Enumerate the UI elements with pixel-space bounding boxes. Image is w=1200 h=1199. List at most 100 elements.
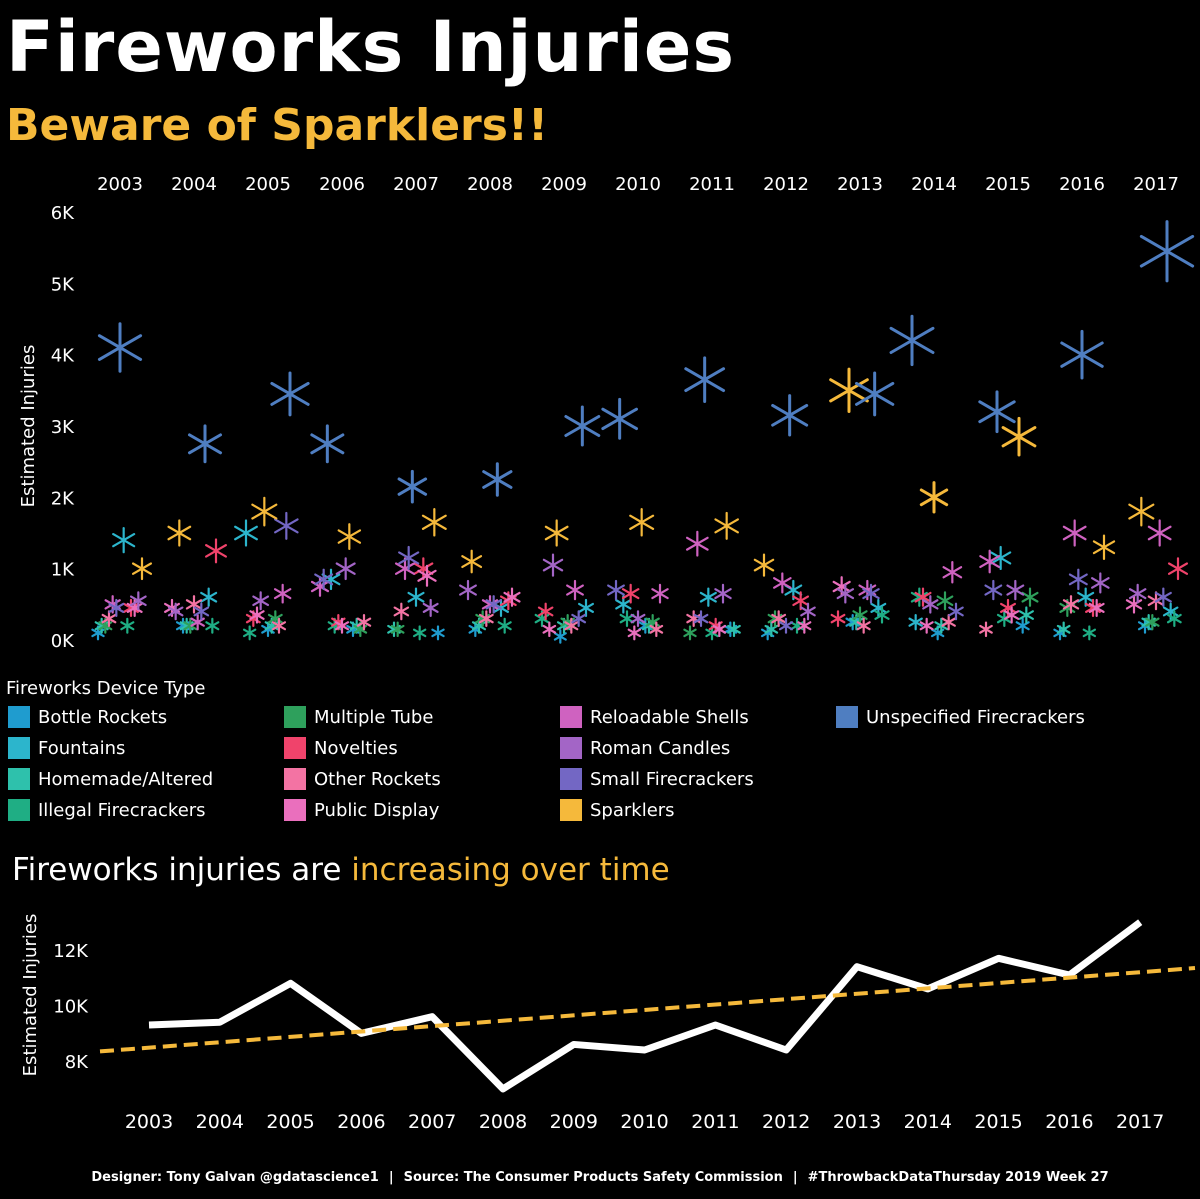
scatter-point <box>564 405 601 447</box>
page-subtitle: Beware of Sparklers!! <box>6 100 549 151</box>
scatter-point <box>234 519 258 547</box>
scatter-point <box>1062 595 1080 614</box>
scatter-y-tick-label: 0K <box>51 631 75 652</box>
legend-swatch <box>284 737 306 759</box>
scatter-point <box>564 617 579 634</box>
scatter-point <box>978 390 1016 434</box>
scatter-point <box>1128 583 1147 604</box>
scatter-y-axis-label: Estimated Injuries <box>18 345 39 508</box>
legend-swatch <box>284 799 306 821</box>
legend-item: Sparklers <box>560 797 675 823</box>
legend-swatch <box>284 768 306 790</box>
scatter-point <box>789 617 805 634</box>
scatter-point <box>862 583 880 604</box>
scatter-point <box>889 314 935 367</box>
scatter-point <box>1006 579 1025 601</box>
line-x-tick-label: 2015 <box>974 1111 1022 1133</box>
scatter-point <box>398 545 420 571</box>
scatter-point <box>699 587 717 607</box>
scatter-point <box>167 602 184 621</box>
scatter-point <box>1001 416 1037 457</box>
scatter-point <box>630 610 646 628</box>
legend-swatch <box>284 706 306 728</box>
scatter-point <box>1145 613 1160 631</box>
injuries-line <box>148 919 1143 1093</box>
scatter-point <box>205 617 220 634</box>
scatter-point <box>187 424 223 464</box>
legend-label: Small Firecrackers <box>590 768 754 790</box>
legend-item: Other Rockets <box>284 766 441 792</box>
legend-item: Public Display <box>284 797 439 823</box>
scatter-point <box>108 598 125 617</box>
scatter-point <box>1091 572 1110 594</box>
scatter-point <box>537 602 554 621</box>
legend-swatch <box>560 706 582 728</box>
legend-title: Fireworks Device Type <box>6 678 206 699</box>
scatter-point <box>334 617 350 634</box>
legend-item: Reloadable Shells <box>560 704 749 730</box>
scatter-point <box>855 371 895 417</box>
line-chart-title-highlight: increasing over time <box>351 852 670 888</box>
scatter-chart: Estimated Injuries 0K 1K 2K 3K 4K 5K 6K 2003 2004… <box>18 174 1195 652</box>
line-y-tick-label: 10K <box>53 997 89 1018</box>
legend-label: Sparklers <box>590 799 675 821</box>
line-x-tick-label: 2017 <box>1116 1111 1164 1133</box>
scatter-point <box>566 579 584 601</box>
scatter-point <box>829 367 869 413</box>
scatter-point <box>459 579 477 601</box>
scatter-point <box>485 595 502 614</box>
scatter-point <box>922 595 939 614</box>
scatter-point <box>421 508 447 537</box>
scatter-point <box>1125 595 1143 614</box>
scatter-point <box>482 462 513 497</box>
scatter-y-tick-label: 4K <box>51 346 75 367</box>
legend-label: Homemade/Altered <box>38 768 214 790</box>
scatter-point <box>112 526 136 554</box>
legend-label: Fountains <box>38 737 126 759</box>
line-x-tick-label: 2012 <box>762 1111 810 1133</box>
scatter-point <box>919 617 934 634</box>
scatter-point <box>607 579 625 601</box>
scatter-point <box>764 621 779 638</box>
scatter-point <box>914 587 932 607</box>
scatter-year-label: 2010 <box>615 174 661 195</box>
legend-swatch <box>560 799 582 821</box>
scatter-point <box>544 519 569 547</box>
scatter-point <box>571 610 587 628</box>
scatter-y-tick-label: 3K <box>51 417 75 438</box>
line-chart-title: Fireworks injuries are increasing over t… <box>12 852 670 888</box>
scatter-y-tick-label: 6K <box>51 203 75 224</box>
legend-swatch <box>8 768 30 790</box>
legend-item: Roman Candles <box>560 735 730 761</box>
legend-swatch <box>8 799 30 821</box>
scatter-point <box>685 530 709 557</box>
line-chart-title-plain: Fireworks injuries are <box>12 852 352 888</box>
scatter-point <box>249 606 265 624</box>
line-x-tick-label: 2013 <box>833 1111 881 1133</box>
line-y-tick-label: 12K <box>53 941 89 962</box>
legend-label: Reloadable Shells <box>590 706 749 728</box>
legend-swatch <box>836 706 858 728</box>
legend-item: Unspecified Firecrackers <box>836 704 1085 730</box>
line-x-tick-label: 2005 <box>266 1111 314 1133</box>
scatter-point <box>335 557 356 581</box>
scatter-year-label: 2006 <box>319 174 365 195</box>
legend-item: Homemade/Altered <box>8 766 213 792</box>
scatter-year-label: 2017 <box>1133 174 1179 195</box>
footer-separator: | <box>792 1170 798 1185</box>
scatter-point <box>1139 220 1195 283</box>
scatter-year-label: 2012 <box>763 174 809 195</box>
scatter-point <box>271 617 287 634</box>
scatter-point <box>727 621 741 638</box>
scatter-point <box>1068 568 1088 591</box>
scatter-point <box>979 621 993 638</box>
line-y-axis-label: Estimated Injuries <box>20 914 41 1077</box>
footer: Designer: Tony Galvan @gdatascience1 | Sou… <box>0 1170 1200 1185</box>
scatter-point <box>1062 519 1087 547</box>
scatter-year-label: 2011 <box>689 174 735 195</box>
scatter-point <box>422 598 439 617</box>
scatter-point <box>714 511 739 540</box>
scatter-point <box>310 424 345 464</box>
legend-label: Unspecified Firecrackers <box>866 706 1085 728</box>
scatter-point <box>1004 606 1020 624</box>
